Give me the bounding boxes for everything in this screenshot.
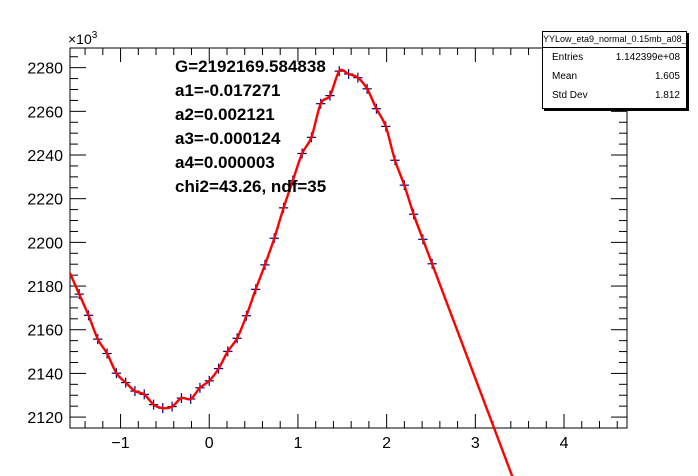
fit-parameter-line: G=2192169.584838 (175, 57, 326, 76)
x-tick-label: 4 (560, 435, 569, 452)
stats-value: 1.812 (654, 90, 680, 101)
stats-value: 1.605 (654, 71, 680, 82)
y-tick-label: 2220 (27, 192, 63, 209)
x-tick-label: 2 (382, 435, 391, 452)
y-tick-label: 2120 (27, 410, 63, 427)
stats-row-entries: Entries 1.142399e+08 (543, 48, 686, 67)
stats-row-mean: Mean 1.605 (543, 67, 686, 86)
stats-value: 1.142399e+08 (615, 52, 680, 63)
x-tick-label: 1 (293, 435, 302, 452)
x-tick-label: 0 (205, 435, 214, 452)
stats-label: Std Dev (552, 90, 588, 101)
y-tick-label: 2140 (27, 366, 63, 383)
y-tick-label: 2160 (27, 323, 63, 340)
y-axis-ticks: 2120 2140 2160 2180 2200 2220 2240 2260 2280 (27, 56, 627, 429)
stats-box: YYLow_eta9_normal_0.15mb_a08_b04 Entries… (542, 31, 687, 109)
fit-parameter-line: a2=0.002121 (175, 105, 275, 124)
fit-curve (68, 68, 514, 476)
stats-title: YYLow_eta9_normal_0.15mb_a08_b04 (543, 32, 686, 48)
stats-row-stddev: Std Dev 1.812 (543, 86, 686, 105)
y-tick-label: 2280 (27, 61, 63, 78)
fit-parameter-line: chi2=43.26, ndf=35 (175, 177, 326, 196)
fit-parameter-line: a1=-0.017271 (175, 81, 280, 100)
plot-frame (69, 47, 628, 429)
fit-parameters: G=2192169.584838 a1=-0.017271 a2=0.002121 a… (175, 57, 326, 196)
y-tick-label: 2180 (27, 279, 63, 296)
y-tick-label: 2200 (27, 235, 63, 252)
y-tick-label: 2240 (27, 148, 63, 165)
stats-label: Entries (552, 52, 584, 63)
x-tick-label: 3 (471, 435, 480, 452)
exponent-label: ×103 (68, 30, 98, 47)
x-tick-label: −1 (111, 435, 129, 452)
y-tick-label: 2260 (27, 104, 63, 121)
fit-parameter-line: a4=0.000003 (175, 153, 275, 172)
fit-parameter-line: a3=-0.000124 (175, 129, 281, 148)
stats-label: Mean (552, 71, 578, 82)
